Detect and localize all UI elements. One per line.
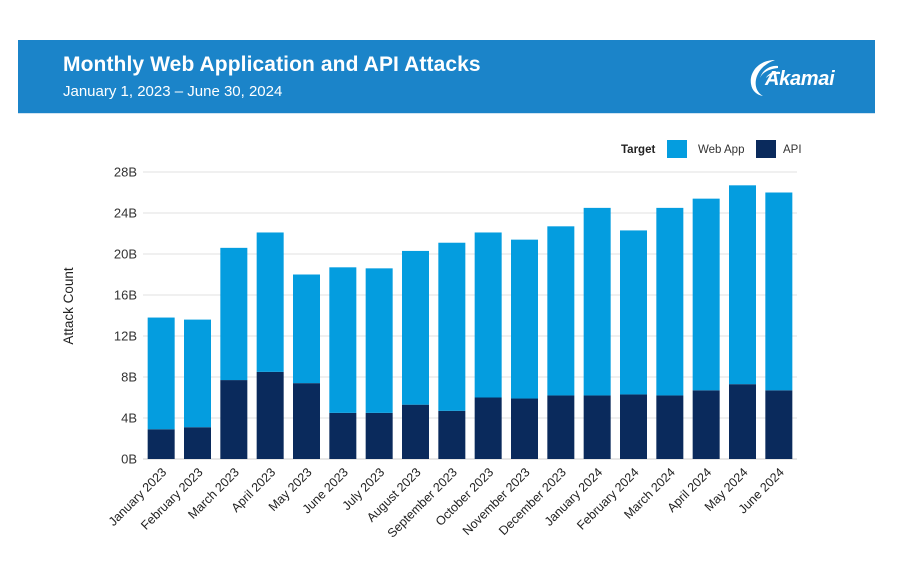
bar-web-app bbox=[402, 250, 429, 405]
bar-api bbox=[402, 404, 429, 459]
bar-api bbox=[729, 384, 756, 459]
bar-api bbox=[329, 412, 357, 459]
bar-web-app bbox=[692, 198, 720, 391]
legend-title: Target bbox=[621, 144, 655, 156]
legend-label-web-app: Web App bbox=[698, 144, 744, 156]
chart-title: Monthly Web Application and API Attacks bbox=[63, 53, 481, 76]
bar-web-app bbox=[365, 268, 393, 413]
bar-web-app bbox=[511, 239, 538, 399]
bar-web-app bbox=[438, 242, 466, 411]
bar-api bbox=[256, 371, 284, 459]
bar-web-app bbox=[184, 319, 211, 428]
akamai-logo: Akamai bbox=[745, 54, 845, 98]
y-axis-ticks: 0B 4B 8B 12B 16B 20B 24B 28B bbox=[114, 165, 137, 467]
legend: Target Web App API bbox=[621, 140, 802, 158]
bar-api bbox=[438, 410, 466, 459]
y-tick-label: 28B bbox=[114, 165, 137, 180]
y-tick-label: 24B bbox=[114, 206, 137, 221]
bar-api bbox=[620, 394, 647, 459]
bar-web-app bbox=[329, 267, 357, 413]
bar-api bbox=[293, 383, 320, 459]
bar-api bbox=[184, 427, 211, 459]
bar-api bbox=[765, 390, 793, 459]
y-tick-label: 12B bbox=[114, 329, 137, 344]
chart-header: Monthly Web Application and API Attacks … bbox=[18, 40, 875, 114]
bar-web-app bbox=[729, 185, 756, 385]
y-tick-label: 8B bbox=[121, 370, 137, 385]
legend-swatch-api bbox=[756, 140, 776, 158]
bar-web-app bbox=[765, 192, 793, 391]
bar-api bbox=[547, 395, 575, 459]
bar-web-app bbox=[256, 232, 284, 372]
bar-api bbox=[474, 397, 502, 459]
y-tick-label: 0B bbox=[121, 452, 137, 467]
bar-api bbox=[147, 429, 175, 459]
bar-web-app bbox=[620, 230, 647, 395]
y-axis-label: Attack Count bbox=[61, 267, 76, 345]
chart-subtitle: January 1, 2023 – June 30, 2024 bbox=[63, 83, 283, 100]
bar-api bbox=[511, 398, 538, 459]
bar-web-app bbox=[220, 247, 248, 381]
bar-api bbox=[656, 395, 684, 459]
bar-api bbox=[365, 412, 393, 459]
bar-web-app bbox=[583, 207, 611, 396]
bar-web-app bbox=[293, 274, 320, 384]
logo-text: Akamai bbox=[765, 68, 835, 90]
bar-api bbox=[220, 380, 248, 459]
bar-api bbox=[583, 395, 611, 459]
legend-swatch-web-app bbox=[667, 140, 687, 158]
akamai-swoosh-icon bbox=[750, 60, 780, 96]
bar-web-app bbox=[147, 317, 175, 430]
gridlines bbox=[143, 171, 797, 460]
bar-web-app bbox=[656, 207, 684, 396]
bar-web-app bbox=[547, 226, 575, 396]
legend-label-api: API bbox=[783, 144, 802, 156]
y-tick-label: 20B bbox=[114, 247, 137, 262]
y-tick-label: 16B bbox=[114, 288, 137, 303]
bars bbox=[147, 185, 793, 459]
y-tick-label: 4B bbox=[121, 411, 137, 426]
bar-api bbox=[692, 390, 720, 459]
bar-web-app bbox=[474, 232, 502, 398]
